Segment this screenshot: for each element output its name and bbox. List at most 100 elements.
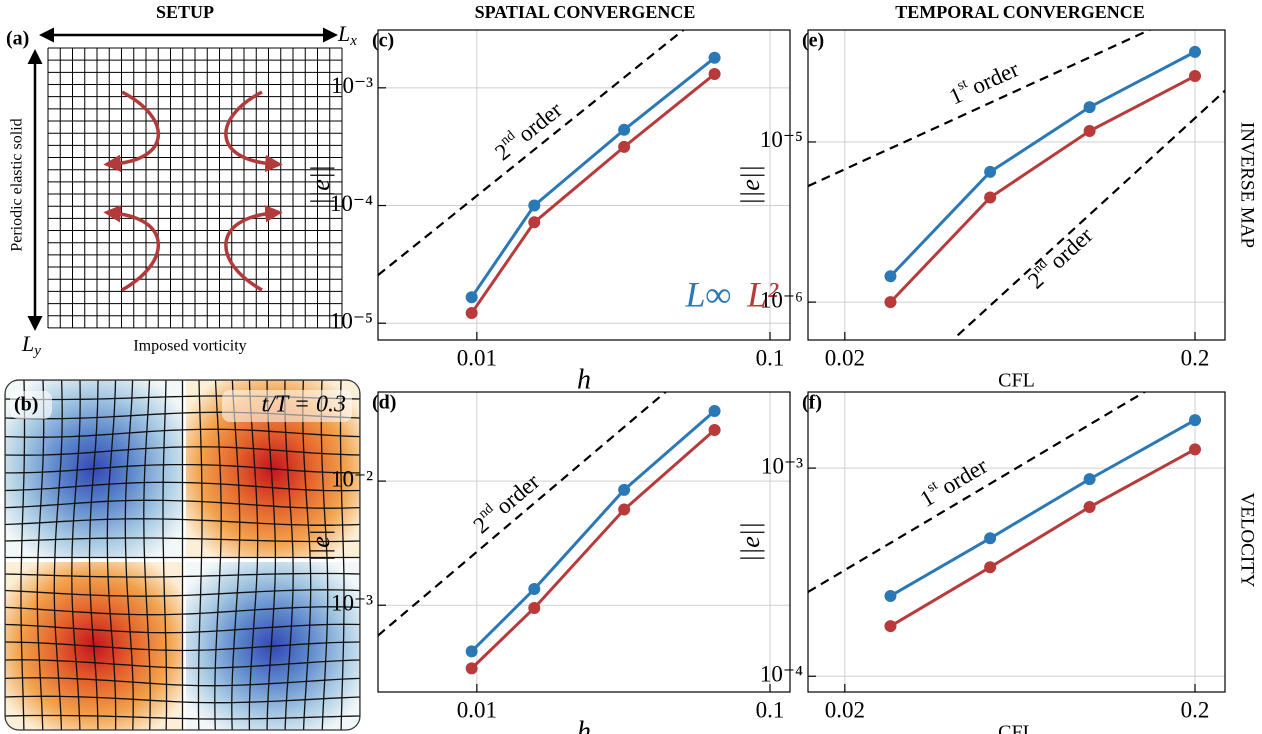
symbol: L (337, 21, 350, 46)
data-point (708, 51, 721, 64)
y-axis-label: ||e|| (306, 165, 335, 205)
panel-label: (e) (802, 30, 824, 52)
y-tick-label: 10⁻² (331, 466, 373, 491)
reference-line (808, 30, 1153, 188)
panel-label: (f) (802, 392, 822, 414)
lx-label: Lx (337, 21, 357, 49)
y-axis-label: ||e|| (306, 522, 335, 562)
mesh-line (339, 380, 345, 730)
data-point (984, 165, 997, 178)
mesh-line (214, 380, 222, 730)
data-point (884, 270, 897, 283)
side-label: Periodic elastic solid (9, 118, 26, 251)
x-axis-label: CFL (998, 722, 1035, 734)
y-tick-label: 10⁻⁴ (330, 191, 373, 216)
mesh-line (5, 641, 360, 652)
data-point (984, 191, 997, 204)
panel-label: (b) (14, 394, 38, 416)
row-title: INVERSE MAP (1237, 122, 1258, 248)
x-tick-label: 0.2 (1181, 697, 1210, 722)
x-tick-label: 0.1 (756, 697, 785, 722)
y-tick-label: 10⁻³ (331, 591, 373, 616)
plot-area (378, 392, 790, 692)
y-tick-label: 10⁻⁶ (760, 287, 803, 312)
mesh-line (302, 380, 312, 730)
label-box (222, 390, 352, 422)
y-axis-label: ||e|| (736, 165, 765, 205)
data-point (1189, 443, 1202, 456)
data-point (528, 216, 541, 229)
series-line (889, 418, 1196, 598)
row-title: VELOCITY (1237, 493, 1258, 588)
subscript: x (349, 33, 357, 49)
x-tick-label: 0.2 (1181, 345, 1210, 370)
mesh-line (248, 380, 259, 730)
x-tick-label: 0.02 (825, 697, 865, 722)
y-tick-label: 10⁻³ (331, 73, 373, 98)
bottom-label: Imposed vorticity (133, 338, 246, 355)
plot-frame (807, 391, 1226, 693)
data-point (984, 532, 997, 545)
mesh-line (231, 380, 241, 730)
data-point (1189, 414, 1202, 427)
x-axis-label: h (577, 716, 591, 734)
mesh-line (197, 380, 203, 730)
y-tick-label: 10⁻⁴ (760, 662, 803, 687)
data-point (465, 645, 478, 658)
series-line (889, 448, 1196, 628)
x-axis-label: CFL (998, 370, 1035, 392)
reference-line (956, 89, 1225, 337)
x-tick-label: 0.01 (457, 697, 497, 722)
plot-frame (377, 29, 791, 341)
plot-area (808, 30, 1225, 340)
panel-label: (c) (372, 30, 394, 52)
mesh-line (5, 606, 360, 616)
series-line (470, 72, 716, 314)
data-point (465, 307, 478, 320)
data-point (618, 123, 631, 136)
mesh-line (5, 589, 360, 597)
mesh-line (284, 380, 294, 730)
data-point (708, 423, 721, 436)
x-tick-label: 0.1 (756, 345, 785, 370)
series-line (470, 428, 716, 670)
charts: 10⁻⁵10⁻⁴10⁻³0.01 0.1h||e||(c)2ndorderL²L∞… (306, 29, 1226, 734)
symbol: L (21, 331, 34, 356)
chart: 10⁻⁶10⁻⁵0.02 0.2CFL||e||(e)1storder2ndord… (736, 29, 1226, 392)
data-point (618, 503, 631, 516)
data-point (708, 404, 721, 417)
legend-entry: L² (746, 274, 779, 314)
plot-area (378, 30, 790, 340)
series-line (470, 56, 716, 299)
chart: 10⁻³10⁻²0.01 0.1h||e||(d)2ndorder (306, 391, 791, 734)
field (5, 380, 360, 730)
x-tick-label: 0.02 (825, 345, 865, 370)
column-title: SETUP (156, 2, 214, 22)
y-tick-label: 10⁻⁵ (330, 308, 373, 333)
data-point (528, 583, 541, 596)
time-label: t/T = 0.3 (262, 392, 346, 418)
data-point (884, 589, 897, 602)
vorticity-arrows (103, 90, 283, 292)
panel-label: (d) (372, 392, 396, 414)
data-point (465, 291, 478, 304)
ly-label: Ly (21, 331, 41, 359)
mesh-line (5, 695, 360, 704)
column-title: SPATIAL CONVERGENCE (475, 2, 696, 22)
data-point (528, 199, 541, 212)
data-point (1189, 45, 1202, 58)
data-point (884, 620, 897, 633)
series-line (889, 50, 1196, 278)
plot-frame (377, 391, 791, 693)
y-tick-label: 10⁻⁵ (760, 127, 803, 152)
x-tick-label: 0.01 (457, 345, 497, 370)
data-point (884, 296, 897, 309)
series-line (889, 74, 1196, 304)
data-point (708, 68, 721, 81)
panel-label: (a) (6, 28, 29, 50)
mesh-line (266, 380, 277, 730)
series-line (470, 409, 716, 653)
